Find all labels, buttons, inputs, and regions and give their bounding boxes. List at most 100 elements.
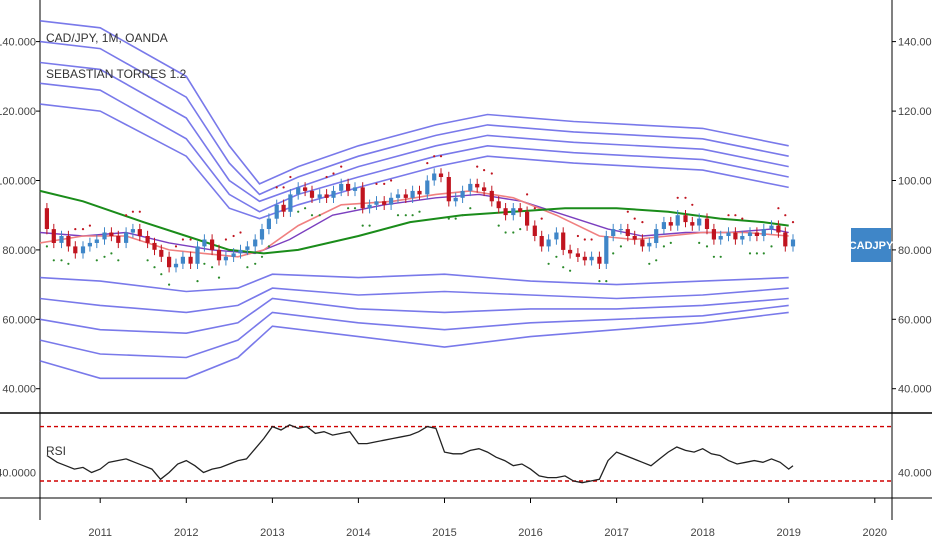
candle-1 <box>51 229 56 243</box>
candle-63 <box>496 201 501 209</box>
candle-104 <box>790 239 796 247</box>
x-tick-label-0: 2011 <box>88 527 112 539</box>
dot-marker-47 <box>383 182 386 185</box>
candle-49 <box>395 194 401 198</box>
dot-marker-94 <box>719 255 722 258</box>
left-tick-label-3: 100.000 <box>0 176 36 188</box>
candle-3 <box>66 236 71 247</box>
left-tick-label-1: 60.000 <box>2 314 36 326</box>
dot-marker-91 <box>698 241 701 244</box>
candle-77 <box>597 256 602 264</box>
candle-47 <box>382 201 387 205</box>
dot-marker-11 <box>125 214 128 217</box>
dot-marker-92 <box>705 245 709 248</box>
upper-band-line-4 <box>39 82 789 213</box>
candle-7 <box>94 239 99 243</box>
dot-marker-17 <box>168 283 171 286</box>
upper-band-line-3 <box>39 61 789 203</box>
candle-95 <box>726 232 731 236</box>
upper-band-line-2 <box>39 40 789 196</box>
lower-band-line-4 <box>39 304 789 359</box>
candle-65 <box>511 208 516 216</box>
candle-15 <box>152 242 157 250</box>
candle-97 <box>740 236 745 240</box>
dot-marker-13 <box>138 210 141 213</box>
dot-marker-57 <box>454 217 457 220</box>
rsi-line <box>46 424 794 484</box>
dot-marker-30 <box>260 255 264 258</box>
candle-59 <box>468 183 473 191</box>
dot-marker-50 <box>404 214 407 217</box>
candle-16 <box>159 249 164 257</box>
candle-11 <box>124 232 129 243</box>
dot-marker-70 <box>547 262 550 265</box>
rsi-right-tick-0: 40.0000 <box>898 468 932 480</box>
dot-marker-97 <box>741 217 744 220</box>
candle-61 <box>482 187 487 191</box>
dot-marker-23 <box>211 266 214 269</box>
candle-8 <box>102 232 107 240</box>
candle-57 <box>453 197 458 202</box>
candle-92 <box>704 218 710 229</box>
dot-marker-37 <box>310 214 314 217</box>
candle-21 <box>195 246 200 264</box>
left-tick-label-0: 40.000 <box>2 384 36 396</box>
dot-marker-77 <box>598 280 601 283</box>
dot-marker-14 <box>146 259 149 262</box>
dot-marker-60 <box>476 165 479 168</box>
candle-69 <box>539 236 544 247</box>
right-tick-label-2: 80.000 <box>898 245 932 257</box>
dot-marker-99 <box>755 252 759 255</box>
dot-marker-2 <box>60 259 63 262</box>
candle-33 <box>281 204 286 212</box>
dot-marker-56 <box>447 217 450 220</box>
x-tick-label-9: 2020 <box>863 527 887 539</box>
rsi-plot: 40.0000 40.0000 <box>0 424 932 484</box>
dot-marker-95 <box>727 214 730 217</box>
dot-marker-10 <box>117 259 120 262</box>
dot-marker-36 <box>304 207 307 210</box>
rsi-label: RSI <box>46 444 66 458</box>
dot-marker-32 <box>275 186 278 189</box>
x-tick-label-5: 2016 <box>518 527 542 539</box>
dot-marker-43 <box>353 207 357 210</box>
candle-14 <box>145 236 150 243</box>
dot-marker-63 <box>497 224 500 227</box>
candlesticks <box>44 168 796 273</box>
price-badge[interactable]: CADJPY <box>849 228 894 262</box>
dot-marker-88 <box>676 196 679 199</box>
candle-85 <box>654 229 659 243</box>
candle-36 <box>303 187 308 191</box>
dot-marker-39 <box>325 175 328 179</box>
band-lines <box>39 20 789 380</box>
dot-marker-76 <box>590 238 593 241</box>
price-badge-label: CADJPY <box>849 240 894 252</box>
dot-marker-38 <box>318 214 321 217</box>
dot-marker-25 <box>224 238 227 241</box>
lower-band-line-5 <box>39 311 789 380</box>
dot-marker-58 <box>461 214 464 217</box>
dot-markers <box>45 155 795 286</box>
dot-marker-74 <box>576 234 580 238</box>
candle-43 <box>352 187 358 191</box>
dot-marker-24 <box>217 276 221 279</box>
candle-23 <box>210 239 215 250</box>
dot-marker-0 <box>45 245 49 248</box>
candle-68 <box>532 225 537 236</box>
dot-marker-29 <box>254 262 257 265</box>
candle-38 <box>317 194 322 198</box>
candle-100 <box>761 229 766 236</box>
dot-marker-34 <box>289 175 292 179</box>
candle-27 <box>238 249 243 254</box>
dot-marker-67 <box>526 193 529 196</box>
candle-58 <box>460 190 465 198</box>
candle-25 <box>223 256 228 261</box>
dot-marker-6 <box>88 224 91 227</box>
dot-marker-96 <box>734 214 737 217</box>
candle-89 <box>683 215 688 223</box>
dot-marker-22 <box>203 262 206 265</box>
dot-marker-100 <box>762 252 765 255</box>
candle-55 <box>438 173 444 177</box>
candle-0 <box>44 208 49 229</box>
